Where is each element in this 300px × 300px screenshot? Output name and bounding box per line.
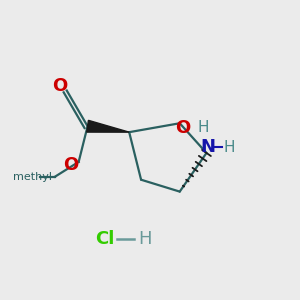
Text: methyl: methyl xyxy=(13,172,52,182)
Text: N: N xyxy=(200,138,215,156)
Text: Cl: Cl xyxy=(95,230,114,248)
Text: H: H xyxy=(139,230,152,248)
Polygon shape xyxy=(87,120,129,132)
Text: O: O xyxy=(175,119,190,137)
Text: H: H xyxy=(224,140,235,154)
Text: O: O xyxy=(63,156,78,174)
Text: H: H xyxy=(198,120,209,135)
Text: O: O xyxy=(52,77,67,95)
